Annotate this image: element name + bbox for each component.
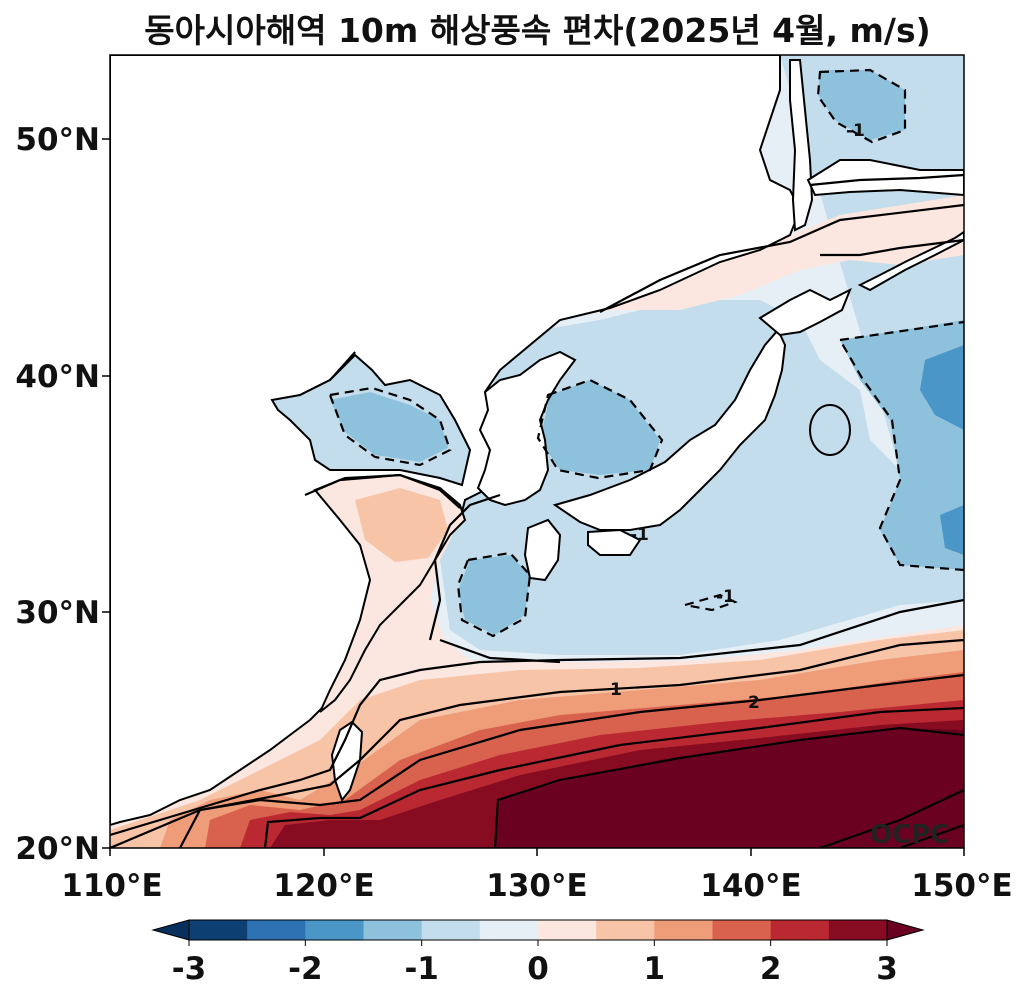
contour-zero-okhotsk (809, 173, 964, 187)
colorbar-segment (538, 920, 597, 940)
field-negative-korea (540, 380, 660, 475)
field-band-6 (495, 728, 964, 848)
island-contour (809, 404, 851, 456)
field-negative-okhotsk-pool (818, 70, 905, 140)
contour-three (263, 706, 964, 848)
land-kuril (857, 230, 964, 292)
lon-tick-110: 110°E (61, 868, 162, 904)
colorbar-tick-label: -3 (172, 951, 206, 987)
lat-tick-20: 20°N (15, 831, 100, 867)
land-shikoku (587, 528, 642, 556)
contour-label-1: 1 (610, 680, 622, 700)
ocpc-watermark: OCPC (870, 820, 949, 850)
colorbar-tick-label: -2 (288, 951, 322, 987)
contour-five (819, 789, 964, 848)
colorbar-extend-low (151, 919, 190, 941)
contour-zero-north (599, 203, 964, 313)
colorbar-segment (712, 920, 772, 940)
colorbar: -3 -2 -1 0 1 2 3 (151, 919, 925, 987)
colorbar-segment (363, 920, 423, 940)
colorbar-tick-label: 3 (876, 951, 898, 987)
lon-tick-150: 150°E (911, 868, 1012, 904)
contour-two (179, 673, 964, 848)
lon-tick-120: 120°E (273, 868, 374, 904)
lat-tick-50: 50°N (15, 122, 100, 158)
colorbar-segment (305, 920, 364, 940)
colorbar-extend-high (886, 919, 925, 941)
contour-neg-small (684, 593, 738, 612)
contour-six (899, 823, 964, 848)
contour-label-2: 2 (748, 693, 760, 713)
sea-yellow-blob (355, 488, 448, 562)
land-kamchatka-coast (806, 159, 964, 197)
contour-label-neg1-c: -1 (846, 121, 865, 141)
lon-tick-140: 140°E (700, 868, 801, 904)
colorbar-segment (479, 920, 539, 940)
field-negative-ecs (458, 555, 530, 635)
colorbar-tick-label: -1 (404, 951, 438, 987)
contour-four (493, 726, 964, 848)
colorbar-tick-label: 0 (527, 951, 549, 987)
sea-bohai-core (330, 392, 448, 462)
contour-zero-south (110, 598, 964, 837)
map-field: 1 2 -1 -1 -1 OCPC (110, 55, 964, 850)
land-hokkaido (758, 287, 852, 337)
colorbar-tick-label: 1 (644, 951, 666, 987)
colorbar-segment (247, 920, 306, 940)
contour-one (110, 638, 964, 848)
colorbar-segment (421, 920, 481, 940)
contour-zero-yellow (304, 473, 461, 509)
colorbar-segment (654, 920, 713, 940)
colorbar-segment (596, 920, 655, 940)
lat-tick-30: 30°N (15, 595, 100, 631)
colorbar-segment (770, 920, 830, 940)
field-negative-east-core (920, 345, 964, 430)
contour-label-neg1-b: -1 (630, 525, 649, 545)
lon-axis: 110°E 120°E 130°E 140°E 150°E (61, 848, 1013, 904)
contour-neg-ecs (456, 551, 532, 638)
colorbar-segment (189, 920, 248, 940)
land-honshu (552, 328, 787, 531)
lon-tick-130: 130°E (486, 868, 587, 904)
contour-label-neg1-a: -1 (716, 587, 735, 607)
lat-axis: 50°N 40°N 30°N 20°N (15, 122, 110, 867)
contour-lines (110, 173, 964, 848)
land-korea (476, 350, 577, 507)
colorbar-segment (828, 920, 888, 940)
field-positive-north (600, 195, 964, 310)
contour-neg-okhotsk (816, 68, 907, 144)
contour-zero-mid (428, 493, 561, 664)
lat-tick-40: 40°N (15, 359, 100, 395)
contour-negative (328, 68, 964, 638)
field-negative-east-core2 (940, 505, 964, 555)
contour-neg-korea (536, 378, 664, 480)
contour-neg-east (839, 320, 964, 572)
colorbar-tick-label: 2 (760, 951, 782, 987)
land-sakhalin (789, 59, 814, 232)
contour-zero-north2 (820, 238, 964, 257)
contour-neg-yellow (328, 386, 452, 467)
map-title: 동아시아해역 10m 해상풍속 편차(2025년 4월, m/s) (144, 11, 931, 50)
land-kyushu (523, 518, 562, 582)
